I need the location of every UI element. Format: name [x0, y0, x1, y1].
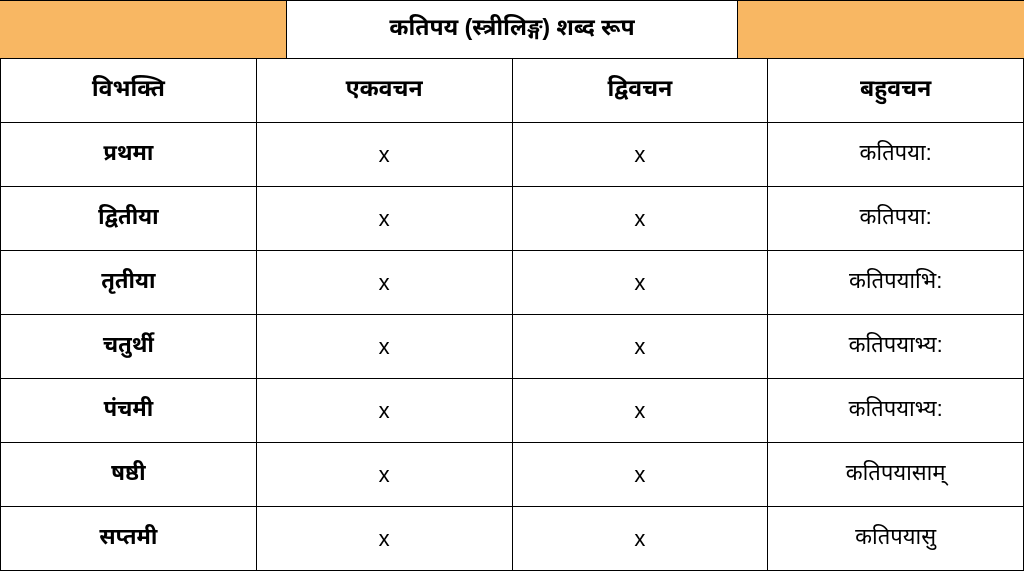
row-1-c2: x [512, 187, 768, 251]
row-3-c3: कतिपयाभ्य: [768, 315, 1024, 379]
row-6-c1: x [256, 507, 512, 571]
row-2-c3: कतिपयाभि: [768, 251, 1024, 315]
row-3-c2: x [512, 315, 768, 379]
col-header-2: द्विवचन [512, 59, 768, 123]
row-4-label: पंचमी [1, 379, 257, 443]
row-6-c2: x [512, 507, 768, 571]
col-header-3: बहुवचन [768, 59, 1024, 123]
table-row: द्वितीया x x कतिपया: [1, 187, 1024, 251]
row-5-label: षष्ठी [1, 443, 257, 507]
table-row: चतुर्थी x x कतिपयाभ्य: [1, 315, 1024, 379]
row-3-label: चतुर्थी [1, 315, 257, 379]
row-6-c3: कतिपयासु [768, 507, 1024, 571]
row-1-c3: कतिपया: [768, 187, 1024, 251]
row-4-c3: कतिपयाभ्य: [768, 379, 1024, 443]
row-4-c1: x [256, 379, 512, 443]
row-5-c3: कतिपयासाम् [768, 443, 1024, 507]
title-header: कतिपय (स्त्रीलिङ्ग) शब्द रूप [0, 0, 1024, 58]
row-1-label: द्वितीया [1, 187, 257, 251]
row-4-c2: x [512, 379, 768, 443]
col-header-1: एकवचन [256, 59, 512, 123]
row-0-c3: कतिपया: [768, 123, 1024, 187]
row-0-c2: x [512, 123, 768, 187]
table-row: पंचमी x x कतिपयाभ्य: [1, 379, 1024, 443]
page-title: कतिपय (स्त्रीलिङ्ग) शब्द रूप [286, 1, 738, 58]
table-row: षष्ठी x x कतिपयासाम् [1, 443, 1024, 507]
col-header-0: विभक्ति [1, 59, 257, 123]
row-0-label: प्रथमा [1, 123, 257, 187]
row-2-c2: x [512, 251, 768, 315]
row-0-c1: x [256, 123, 512, 187]
row-1-c1: x [256, 187, 512, 251]
row-5-c2: x [512, 443, 768, 507]
header-left-bg [0, 1, 286, 58]
table-row: प्रथमा x x कतिपया: [1, 123, 1024, 187]
table-row: तृतीया x x कतिपयाभि: [1, 251, 1024, 315]
table-row: सप्तमी x x कतिपयासु [1, 507, 1024, 571]
row-3-c1: x [256, 315, 512, 379]
row-2-label: तृतीया [1, 251, 257, 315]
header-right-bg [738, 1, 1024, 58]
row-5-c1: x [256, 443, 512, 507]
row-6-label: सप्तमी [1, 507, 257, 571]
declension-table: विभक्ति एकवचन द्विवचन बहुवचन प्रथमा x x … [0, 58, 1024, 571]
row-2-c1: x [256, 251, 512, 315]
header-row: विभक्ति एकवचन द्विवचन बहुवचन [1, 59, 1024, 123]
